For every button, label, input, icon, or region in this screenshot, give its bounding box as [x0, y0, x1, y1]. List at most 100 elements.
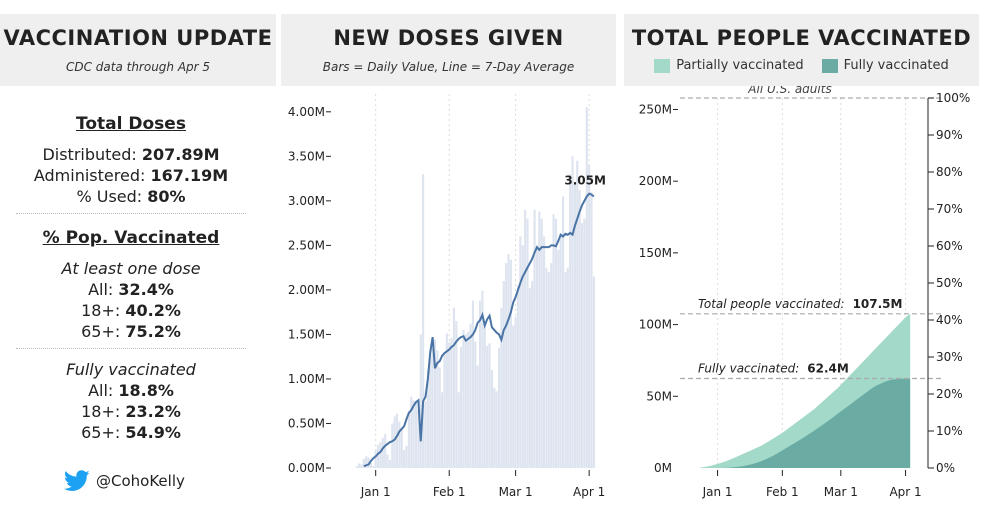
daily-bar	[580, 223, 584, 468]
vaccination-update-title: VACCINATION UPDATE	[3, 26, 273, 50]
daily-bar	[488, 343, 491, 468]
daily-bar	[526, 218, 529, 468]
daily-bar	[552, 214, 555, 468]
y-tick-label: 100M	[639, 318, 672, 332]
total-people-left-axis: 0M 50M 100M 150M 200M 250M	[639, 102, 678, 475]
distributed-value: 207.89M	[141, 145, 220, 164]
y-tick-label: 0.00M	[288, 461, 325, 475]
daily-bar	[412, 400, 415, 468]
administered-value: 167.19M	[150, 166, 229, 185]
full-18-value: 23.2%	[125, 402, 181, 421]
one-dose-65-label: 65+:	[81, 322, 121, 341]
legend-partial-swatch	[654, 58, 671, 73]
reference-value: 62.4M	[807, 362, 849, 376]
daily-bar	[422, 174, 425, 468]
daily-bar	[384, 434, 387, 468]
new-doses-subtitle: Bars = Daily Value, Line = 7-Day Average	[322, 60, 575, 74]
new-doses-chart: 0.00M 0.50M 1.00M 1.50M 2.00M 2.50M 3.00M 3.50M…	[288, 94, 606, 499]
full-65-label: 65+:	[81, 423, 121, 442]
total-people-title: TOTAL PEOPLE VACCINATED	[631, 26, 972, 50]
daily-bar	[436, 350, 439, 468]
daily-bar	[540, 218, 543, 468]
new-doses-title: NEW DOSES GIVEN	[333, 26, 564, 50]
y-tick-label: 2.50M	[288, 238, 325, 252]
divider	[16, 213, 246, 214]
legend-full-label: Fully vaccinated	[843, 58, 949, 73]
used-label: % Used:	[76, 187, 143, 206]
daily-bar	[429, 355, 432, 468]
legend-partial-label: Partially vaccinated	[676, 58, 804, 73]
daily-bar	[483, 327, 486, 468]
daily-bar	[452, 307, 456, 468]
daily-bar	[505, 263, 508, 468]
full-all-row: All: 18.8%	[0, 380, 262, 401]
daily-bar	[557, 249, 560, 468]
full-area	[698, 378, 911, 468]
daily-bar	[564, 272, 567, 468]
daily-bar	[533, 209, 536, 468]
total-doses-block: Distributed: 207.89M Administered: 167.1…	[0, 144, 262, 207]
daily-bar	[410, 396, 413, 468]
daily-bar	[426, 370, 429, 468]
total-people-right-axis: 0% 10% 20% 30% 40% 50% 60% 70% 80% 90% 100%	[927, 91, 970, 475]
full-all-label: All:	[88, 381, 114, 400]
daily-bar	[464, 334, 467, 468]
daily-bar	[471, 300, 474, 468]
daily-bar	[500, 307, 503, 468]
daily-bar	[569, 174, 572, 468]
daily-bar	[490, 370, 493, 468]
y-tick-label: 20%	[936, 387, 963, 401]
total-people-reference-lines: All U.S. adults Total people vaccinated: 1…	[680, 86, 942, 380]
twitter-link[interactable]: @CohoKelly	[64, 470, 185, 492]
x-tick-label: Jan 1	[360, 485, 391, 499]
daily-bar	[578, 190, 581, 468]
daily-bar	[519, 236, 522, 468]
x-tick-label: Apr 1	[889, 485, 921, 499]
daily-bar	[524, 209, 527, 468]
daily-bar	[457, 392, 460, 468]
daily-bar	[393, 416, 396, 468]
daily-bar	[407, 412, 410, 468]
legend: Partially vaccinated Fully vaccinated	[624, 58, 979, 73]
daily-bar	[376, 444, 380, 468]
right-panel-header: TOTAL PEOPLE VACCINATED Partially vaccin…	[624, 14, 979, 86]
full-all-value: 18.8%	[118, 381, 174, 400]
y-tick-label: 80%	[936, 165, 963, 179]
y-tick-label: 3.00M	[288, 194, 325, 208]
daily-bar	[559, 236, 562, 468]
daily-bar	[514, 316, 517, 468]
one-dose-65-row: 65+: 75.2%	[0, 321, 262, 342]
daily-bar	[450, 337, 453, 468]
reference-label: Fully vaccinated:	[698, 362, 799, 376]
x-tick-label: Feb 1	[766, 485, 799, 499]
daily-bar	[360, 464, 363, 468]
daily-bar	[474, 341, 477, 468]
daily-bar	[381, 437, 384, 468]
daily-bar	[509, 259, 512, 468]
y-tick-label: 4.00M	[288, 105, 325, 119]
daily-bar	[502, 281, 505, 468]
daily-bar	[462, 329, 465, 468]
daily-bar	[467, 331, 470, 468]
daily-bar	[369, 462, 373, 468]
daily-bar	[543, 236, 546, 468]
daily-bar	[531, 281, 534, 468]
daily-bar	[395, 413, 399, 468]
y-tick-label: 30%	[936, 350, 963, 364]
y-tick-label: 50M	[646, 389, 672, 403]
daily-bar	[486, 346, 489, 468]
total-people-chart: All U.S. adults Total people vaccinated: 1…	[639, 86, 971, 499]
avg-line	[363, 192, 595, 468]
y-tick-label: 250M	[639, 102, 672, 116]
full-65-row: 65+: 54.9%	[0, 422, 262, 443]
daily-bar	[398, 421, 401, 468]
distributed-label: Distributed:	[42, 145, 137, 164]
daily-bar	[379, 442, 382, 468]
daily-bar	[365, 456, 368, 468]
used-value: 80%	[147, 187, 186, 206]
daily-bar	[590, 191, 593, 468]
daily-bar	[583, 218, 586, 468]
x-tick-label: Jan 1	[702, 485, 733, 499]
one-dose-all-label: All:	[88, 280, 114, 299]
daily-bar	[433, 339, 437, 468]
